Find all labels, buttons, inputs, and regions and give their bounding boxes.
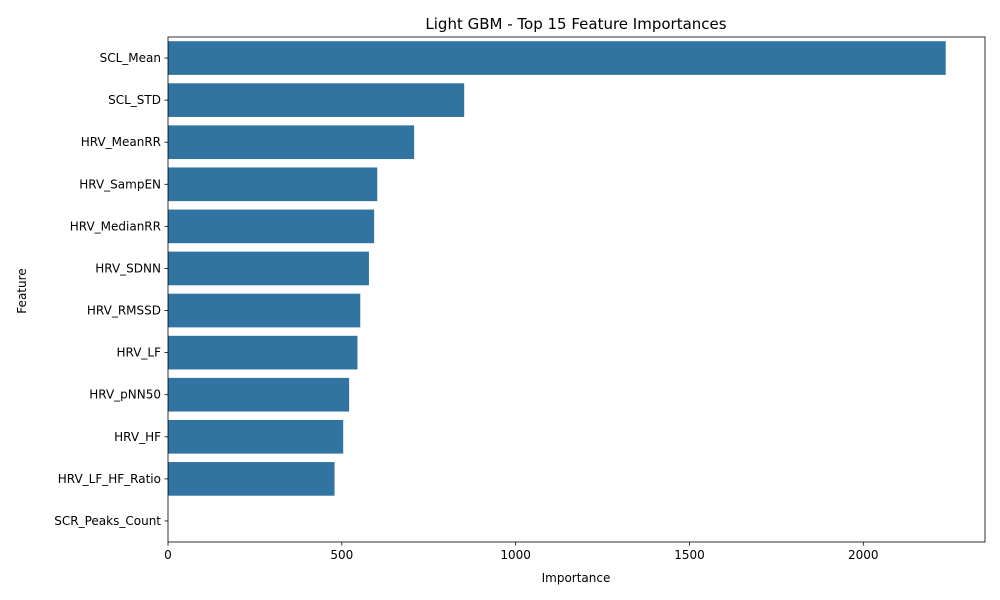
bar-HRV_pNN50: [168, 377, 350, 412]
y-tick-label: HRV_MedianRR: [70, 219, 161, 233]
chart-title: Light GBM - Top 15 Feature Importances: [425, 15, 726, 33]
bar-HRV_LF_HF_Ratio: [168, 462, 335, 496]
bar-SCL_STD: [168, 83, 465, 117]
bar-HRV_HF: [168, 419, 344, 454]
bar-HRV_RMSSD: [168, 293, 361, 328]
y-axis-title: Feature: [15, 268, 29, 313]
x-tick-label: 0: [164, 548, 172, 562]
y-tick-label: SCL_Mean: [100, 51, 161, 65]
bar-HRV_MedianRR: [168, 209, 375, 244]
plot-frame: [167, 36, 986, 543]
bar-HRV_SampEN: [168, 167, 378, 202]
bar-SCL_Mean: [168, 41, 946, 75]
bar-HRV_LF: [168, 335, 358, 370]
y-tick-label: HRV_RMSSD: [87, 304, 161, 318]
x-tick-label: 1000: [500, 548, 531, 562]
y-tick-label: SCL_STD: [108, 93, 161, 107]
y-tick-label: HRV_LF_HF_Ratio: [58, 472, 161, 486]
x-tick-label: 500: [330, 548, 353, 562]
x-axis-title: Importance: [542, 571, 611, 585]
y-axis-ticks: SCL_Mean SCL_STD HRV_MeanRR HRV_SampEN HRV_M…: [54, 51, 168, 528]
x-tick-label: 2000: [848, 548, 879, 562]
bar-HRV_MeanRR: [168, 125, 415, 160]
bars-group: [168, 41, 946, 496]
y-tick-label: HRV_SDNN: [95, 261, 161, 275]
bar-HRV_SDNN: [168, 251, 369, 286]
y-tick-label: HRV_LF: [116, 346, 161, 360]
y-tick-label: HRV_SampEN: [79, 177, 161, 191]
x-axis-ticks: 0 500 1000 1500 2000: [164, 542, 879, 562]
y-tick-label: HRV_MeanRR: [81, 135, 161, 149]
y-tick-label: SCR_Peaks_Count: [54, 514, 161, 528]
x-tick-label: 1500: [674, 548, 705, 562]
y-tick-label: HRV_pNN50: [89, 388, 161, 402]
y-tick-label: HRV_HF: [114, 430, 161, 444]
